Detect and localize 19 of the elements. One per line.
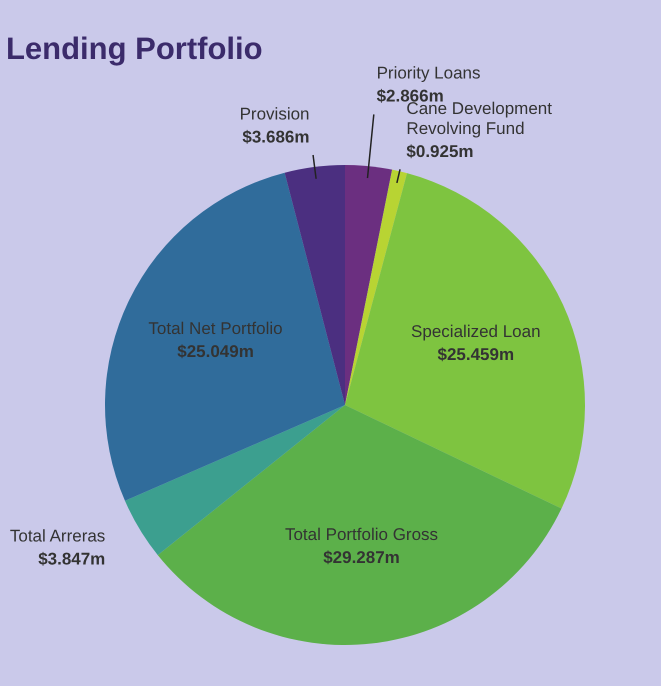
- slice-label: Total Net Portfolio: [148, 318, 283, 338]
- slice-label: Specialized Loan: [411, 322, 541, 341]
- data-label: $0.925m: [406, 142, 474, 162]
- data-label: $3.686m: [242, 127, 310, 146]
- slice-label: Priority Loans: [376, 64, 481, 83]
- pie-slice: [158, 405, 562, 645]
- pie-slice: [345, 170, 408, 405]
- slice-label: Provision: [240, 104, 310, 124]
- chart-title: Lending Portfolio: [6, 31, 263, 66]
- data-label: $29.287m: [323, 548, 400, 568]
- pie-slice: [284, 165, 345, 405]
- data-label: $3.847m: [38, 550, 106, 569]
- slice-label: Total Arreras: [10, 526, 106, 546]
- data-label: $25.049m: [177, 342, 254, 361]
- pie-slice: [105, 172, 345, 501]
- pie-slice: [345, 165, 392, 405]
- pie-slice: [345, 173, 585, 509]
- slice-label: Total Portfolio Gross: [284, 525, 438, 544]
- data-label: $25.459m: [438, 344, 514, 364]
